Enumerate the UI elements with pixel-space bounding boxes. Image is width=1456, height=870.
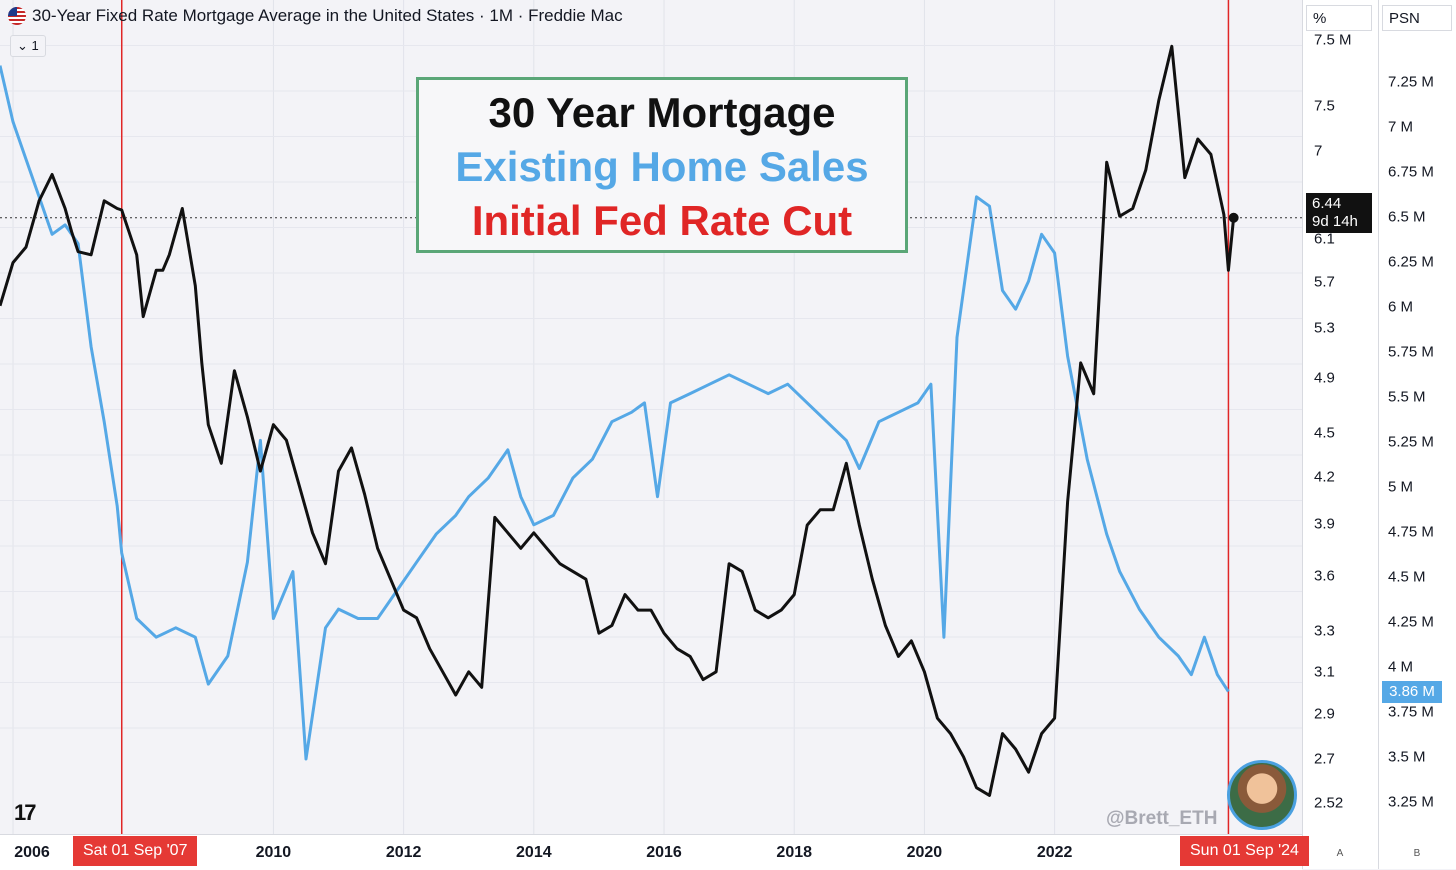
auto-scale-button[interactable]: A (1336, 848, 1344, 859)
x-tick-label: 2018 (776, 844, 813, 861)
left-y-tick-label: 4.5 (1314, 424, 1335, 442)
x-tick-label: 2006 (14, 844, 50, 861)
right-y-tick-label: 4.25 M (1388, 613, 1434, 631)
x-tick-label: 2022 (1036, 844, 1073, 861)
right-y-tick-label: 5.25 M (1388, 433, 1434, 451)
collapse-count: 1 (31, 38, 39, 53)
left-y-tick-label: 5.7 (1314, 273, 1335, 291)
legend-home-sales: Existing Home Sales (455, 143, 869, 190)
right-y-tick-label: 6.75 M (1388, 163, 1434, 181)
chart-title: 30-Year Fixed Rate Mortgage Average in t… (32, 6, 623, 25)
x-tick-label: 2014 (516, 844, 552, 861)
left-y-tick-label: 7 (1314, 142, 1323, 160)
left-y-tick-label: 3.3 (1314, 622, 1335, 640)
mortgage-last-point (1228, 212, 1239, 223)
home-sales-line (0, 65, 1230, 761)
collapse-toggle[interactable]: ⌄ 1 (10, 35, 46, 57)
right-unit-box[interactable]: PSN (1382, 5, 1452, 31)
right-y-tick-label: 6.25 M (1388, 253, 1434, 271)
left-y-tick-label: 6.1 (1314, 230, 1335, 248)
right-y-tick-label: 7 M (1388, 118, 1414, 136)
mortgage-countdown: 9d 14h (1312, 213, 1358, 230)
left-y-tick-label: 2.52 (1314, 794, 1344, 812)
right-y-tick-label: 3.25 M (1388, 793, 1434, 811)
left-y-tick-label: 3.6 (1314, 567, 1335, 585)
legend-box: 30 Year Mortgage Existing Home Sales Ini… (416, 77, 908, 253)
left-y-tick-label: 4.9 (1314, 369, 1335, 387)
fed-cut-2007-label: Sat 01 Sep '07 (73, 836, 198, 866)
right-y-tick-label: 4 M (1388, 658, 1414, 676)
left-y-tick-label: 7.5 M (1314, 31, 1352, 49)
right-y-tick-label: 5 M (1388, 478, 1414, 496)
right-y-tick-label: 6 M (1388, 298, 1414, 316)
mortgage-price-tag: 6.44 9d 14h (1306, 193, 1372, 233)
left-y-tick-label: 3.1 (1314, 663, 1335, 681)
mortgage-price-value: 6.44 (1312, 195, 1342, 212)
home-sales-price-tag: 3.86 M (1382, 681, 1442, 703)
left-y-tick-label: 4.2 (1314, 468, 1335, 486)
chart-header: 30-Year Fixed Rate Mortgage Average in t… (8, 6, 623, 26)
time-axis[interactable] (0, 834, 1302, 870)
right-y-tick-label: 6.5 M (1388, 208, 1426, 226)
left-y-tick-label: 2.7 (1314, 750, 1335, 768)
legend-fed-cut: Initial Fed Rate Cut (471, 197, 853, 244)
left-y-tick-label: 2.9 (1314, 705, 1335, 723)
right-y-tick-label: 5.75 M (1388, 343, 1434, 361)
left-y-tick-label: 7.5 (1314, 97, 1335, 115)
right-y-tick-label: 3.5 M (1388, 748, 1426, 766)
x-tick-label: 2020 (906, 844, 943, 861)
x-tick-label: 2012 (385, 844, 422, 861)
legend-mortgage: 30 Year Mortgage (488, 89, 836, 136)
x-tick-label: 2010 (255, 844, 292, 861)
left-y-tick-label: 3.9 (1314, 515, 1335, 533)
fed-cut-2024-label: Sun 01 Sep '24 (1180, 836, 1309, 866)
right-y-tick-label: 7.25 M (1388, 73, 1434, 91)
chevron-down-icon: ⌄ (17, 38, 28, 53)
log-scale-button[interactable]: B (1413, 848, 1421, 859)
left-y-tick-label: 5.3 (1314, 319, 1335, 337)
right-y-tick-label: 4.5 M (1388, 568, 1426, 586)
right-y-tick-label: 3.75 M (1388, 703, 1434, 721)
us-flag-icon (8, 7, 26, 25)
tradingview-logo-icon[interactable]: 17 (14, 800, 37, 825)
left-unit-box[interactable]: % (1306, 5, 1372, 31)
x-tick-label: 2016 (646, 844, 682, 861)
avatar (1227, 760, 1297, 830)
mortgage-line (0, 44, 1236, 797)
right-y-tick-label: 5.5 M (1388, 388, 1426, 406)
right-y-tick-label: 4.75 M (1388, 523, 1434, 541)
watermark: @Brett_ETH (1106, 808, 1218, 829)
right-price-axis[interactable] (1378, 0, 1456, 869)
left-price-axis[interactable] (1302, 0, 1379, 869)
